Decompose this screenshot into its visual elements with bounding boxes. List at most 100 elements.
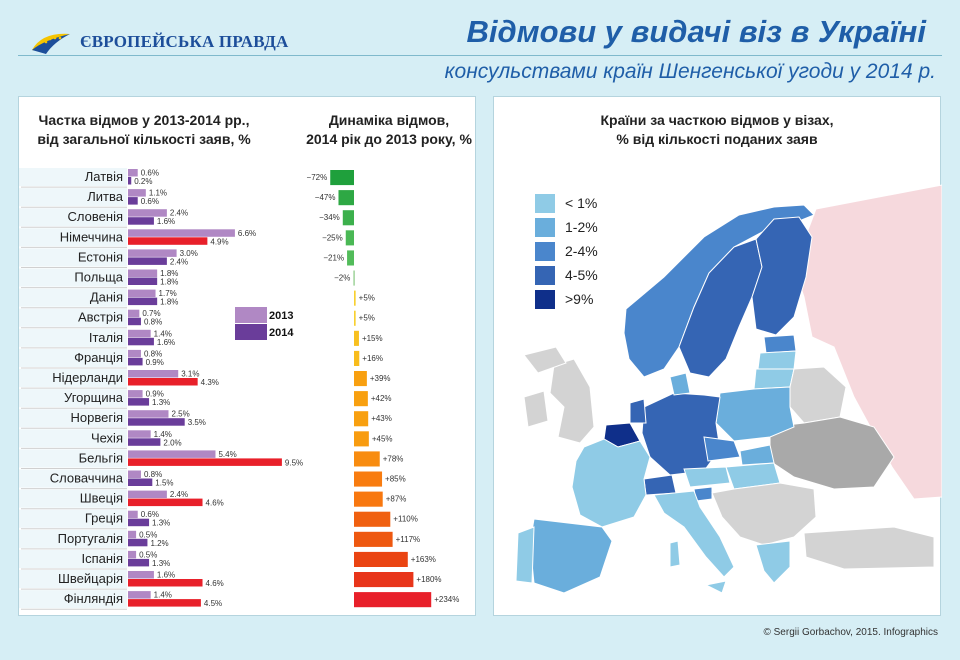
category-label: Латвія [85,169,123,184]
bar-2013-label: 2.4% [170,209,188,218]
bar-2014 [128,317,141,326]
bar-2014 [128,558,150,567]
category-label: Нідерланди [52,370,123,385]
category-label-bg [19,328,127,347]
category-label: Італія [89,330,123,345]
dynamics-label: +5% [359,294,375,303]
bar-2014 [128,398,150,406]
map-legend-item: 2-4% [535,239,598,263]
bar-2014 [128,337,154,346]
bar-2014 [128,257,167,265]
share-heading-line1: Частка відмов у 2013-2014 рр., [38,112,250,128]
bar-2013-label: 1.4% [154,430,172,439]
bar-2013 [128,390,143,398]
dynamics-label: −47% [315,193,336,202]
bar-2014-label: 0.9% [146,358,164,367]
map-region-portugal [515,526,535,584]
bar-2013-label: 5.4% [218,450,236,459]
category-label-bg [19,529,127,548]
dynamics-bar [354,572,414,588]
dynamics-bar [354,592,432,608]
map-region-austria [683,466,731,488]
dynamics-bar [345,230,354,246]
dynamics-bar [338,190,354,206]
bar-2013 [128,349,141,358]
bar-2013 [128,591,151,599]
logo[interactable]: ЄВРОПЕЙСЬКА ПРАВДА [30,28,289,56]
copyright: © Sergii Gorbachov, 2015. Infographics [763,627,938,638]
category-label-bg [19,409,127,428]
dynamics-bar [354,551,408,567]
bar-2013-label: 0.9% [146,390,164,399]
bar-2013 [128,571,154,579]
dynamics-bar [347,250,354,266]
bar-2013-label: 0.5% [139,530,157,539]
category-label-bg [19,489,127,508]
category-label-bg [19,228,127,247]
dynamics-label: +163% [411,555,436,564]
bar-2013-label: 3.0% [180,249,198,258]
category-label: Литва [87,189,124,204]
category-label: Чехія [91,430,123,445]
logo-text: ЄВРОПЕЙСЬКА ПРАВДА [80,32,289,51]
bar-2013 [128,370,179,378]
map-heading-line2: % від кількості поданих заяв [616,131,818,147]
bar-2013-label: 0.5% [139,550,157,559]
map-region-sicily [704,580,727,594]
map-region-turkey [803,526,935,570]
category-label-bg [19,268,127,287]
category-label-bg [19,449,127,468]
dynamics-bar [353,270,355,286]
map-region-denmark [669,372,691,396]
dynamics-label: +234% [434,595,459,604]
category-label: Данія [90,290,123,305]
bar-2014-label: 1.8% [160,278,178,287]
bar-2014-label: 9.5% [285,458,303,467]
category-label-bg [19,429,127,448]
category-label-bg [19,570,127,589]
bar-2013-label: 0.8% [144,470,162,479]
map-region-balkans [711,482,817,546]
bar-2013-label: 1.4% [154,329,172,338]
bar-2014-label: 1.8% [160,298,178,307]
map-legend-label: >9% [565,291,594,307]
dynamics-heading-line2: 2014 рік до 2013 року, % [306,131,472,147]
europe-map [515,184,942,594]
map-legend-swatch [535,289,555,309]
bar-2014 [128,197,138,205]
dynamics-label: −34% [319,213,340,222]
bar-2013 [128,490,167,499]
bar-2013 [128,530,137,539]
legend-label-2014: 2014 [269,327,294,339]
dynamics-bar [354,491,383,507]
legend-label-2013: 2013 [269,310,293,322]
map-legend-label: 2-4% [565,243,598,259]
bar-2014-label: 4.6% [206,579,224,588]
category-label-bg [19,509,127,528]
dynamics-bar [342,210,354,226]
map-region-sweden [678,238,763,378]
bar-2014 [128,478,153,486]
map-region-netherlands [629,398,647,424]
map-region-belarus [789,366,847,424]
bar-charts-panel: Частка відмов у 2013-2014 рр., від загал… [18,96,476,616]
category-label: Німеччина [60,229,124,244]
dynamics-bar [354,431,369,447]
category-label: Естонія [78,249,123,264]
eu-flag-logo-icon [32,33,70,54]
category-label: Угорщина [64,390,124,405]
dynamics-bar [354,411,369,427]
bar-2014-label: 4.3% [201,378,219,387]
share-heading-line2: від загальної кількості заяв, % [37,131,251,147]
map-heading-line1: Країни за часткою відмов у візах, [600,112,834,128]
dynamics-bar [354,511,391,527]
bar-2014 [128,538,148,547]
bar-2014-label: 0.6% [141,197,159,206]
dynamics-bar [354,451,380,467]
dynamics-bar [354,290,356,306]
map-region-norway [623,204,815,378]
bar-2013 [128,189,146,197]
category-label-bg [19,208,127,227]
bar-2013 [128,450,216,458]
bar-2013 [128,410,169,418]
